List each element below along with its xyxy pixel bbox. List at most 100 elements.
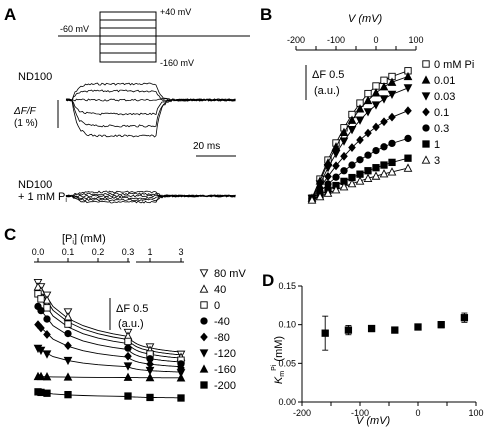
c-plot: [33, 278, 186, 402]
b-data-point: [371, 171, 381, 180]
b-data-point: [332, 173, 340, 181]
c-data-point: [37, 388, 45, 397]
c-data-point: [37, 306, 45, 315]
c-data-point: [43, 304, 51, 312]
c-data-point: [43, 389, 51, 397]
trace1-label: ND100: [18, 71, 52, 83]
c-data-point: [124, 351, 132, 361]
c-data-point: [33, 282, 43, 291]
b-data-point: [364, 151, 372, 159]
c-data-point: [145, 366, 155, 376]
d-data-point: [391, 326, 399, 334]
c-legend-marker: [200, 301, 208, 309]
c-legend-label: 80 mV: [214, 268, 246, 280]
c-legend-marker: [199, 349, 209, 358]
b-data-point: [403, 163, 413, 172]
c-data-point: [37, 295, 45, 303]
b-data-point: [356, 156, 364, 164]
d-y-tick-label: 0.00: [278, 397, 296, 407]
c-scale-units: (a.u.): [118, 318, 144, 330]
panel-b-letter: B: [260, 5, 272, 24]
b-legend-marker: [421, 75, 431, 84]
c-fit-curve: [37, 324, 181, 368]
b-data-point: [379, 169, 389, 178]
b-data-point: [347, 178, 357, 188]
b-data-point: [339, 137, 349, 146]
b-data-point: [387, 77, 397, 86]
b-data-point: [404, 154, 412, 162]
protocol-bottom-label: -160 mV: [160, 58, 194, 68]
b-scale-units: (a.u.): [314, 85, 340, 97]
b-legend-label: 1: [434, 139, 440, 151]
b-data-point: [364, 128, 372, 138]
panel-a-letter: A: [4, 5, 16, 24]
c-x-tick-label: 0.3: [122, 247, 135, 257]
c-legend-label: 0: [214, 300, 220, 312]
b-x-tick-label: -100: [327, 35, 345, 45]
c-legend-label: -200: [214, 380, 236, 392]
d-axes: 0.00 0.05 0.10 0.15 -200 -100 0 100: [278, 281, 483, 418]
c-x-tick-label: 3: [178, 247, 183, 257]
panel-a: A -60 mV +40 mV -160 mV ND100 ΔF/F (1 %)…: [4, 5, 250, 204]
c-legend-marker: [200, 317, 208, 325]
d-data-point: [367, 324, 376, 333]
b-legend-marker: [422, 124, 430, 132]
b-legend-marker: [422, 60, 430, 68]
c-fit-curve: [37, 282, 181, 353]
d-x-tick-label: 100: [468, 408, 483, 418]
b-legend-label: 0.1: [434, 107, 449, 119]
b-legend-marker: [422, 140, 430, 148]
b-data-point: [324, 180, 332, 188]
b-legend-marker: [421, 155, 431, 164]
b-data-point: [340, 167, 348, 175]
trace: [65, 194, 236, 202]
b-data-point: [404, 106, 412, 116]
c-data-point: [37, 323, 45, 333]
c-legend-marker: [199, 269, 209, 278]
d-x-tick-label: -200: [293, 408, 311, 418]
b-data-point: [347, 115, 357, 124]
b-data-point: [363, 173, 373, 182]
b-plot: [307, 67, 413, 204]
c-data-point: [123, 372, 133, 381]
b-legend: 0 mM Pi 0.01 0.03 0.1 0.3 1 3: [421, 59, 474, 167]
b-legend-label: 0.03: [434, 91, 455, 103]
trace2-label-line2: + 1 mM Pi: [18, 191, 67, 204]
b-data-point: [315, 191, 325, 201]
c-legend-label: 40: [214, 284, 226, 296]
c-legend-marker: [199, 284, 209, 293]
c-data-point: [64, 329, 72, 338]
b-x-tick-label: 0: [373, 35, 378, 45]
c-fit-curve: [37, 286, 182, 356]
c-x-tick-label: 0.1: [62, 247, 75, 257]
b-data-point: [387, 90, 397, 100]
b-data-point: [380, 143, 388, 151]
c-legend: 80 mV 40 0 -40 -80 -120 -160 -200: [199, 268, 246, 392]
d-data-point: [460, 314, 469, 322]
d-y-axis-label: KmPi (mM): [271, 336, 286, 384]
c-x-tick-label: 0.2: [92, 247, 105, 257]
d-x-tick-label: -100: [351, 408, 369, 418]
d-x-axis-label: V (mV): [356, 415, 391, 427]
d-data-point: [437, 321, 445, 329]
c-data-point: [176, 369, 186, 378]
b-data-point: [348, 143, 356, 152]
c-data-point: [43, 330, 51, 339]
d-plot: [321, 312, 469, 351]
c-x-tick-label: 0.0: [32, 247, 45, 257]
b-data-point: [363, 95, 373, 105]
trace: [65, 98, 236, 116]
c-fit-curve: [37, 391, 181, 399]
b-data-point: [307, 195, 317, 204]
d-y-tick-label: 0.10: [278, 320, 296, 330]
b-data-point: [355, 104, 365, 113]
b-legend-marker: [421, 92, 431, 101]
c-data-point: [64, 390, 72, 399]
time-scale-label: 20 ms: [193, 141, 220, 152]
c-data-point: [124, 392, 132, 400]
c-fit-curve: [37, 348, 181, 373]
b-x-tick-label: 100: [408, 35, 423, 45]
d-data-point: [321, 329, 329, 337]
b-data-point: [380, 161, 388, 169]
